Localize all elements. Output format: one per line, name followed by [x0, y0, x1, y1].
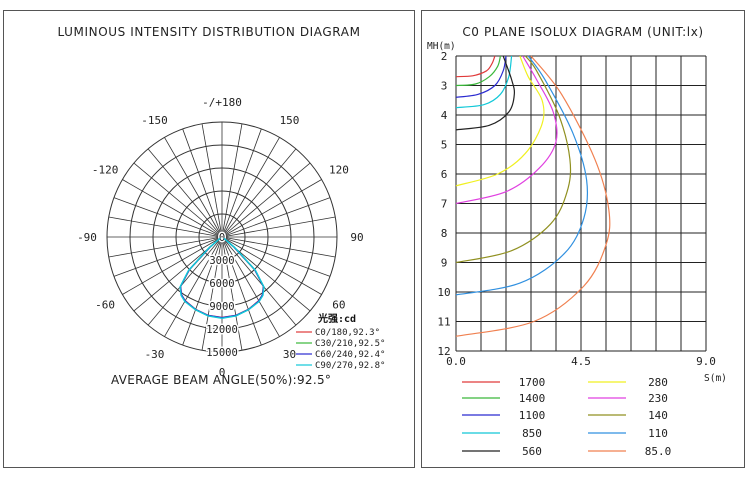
polar-angle-label: 120	[329, 164, 349, 177]
polar-spoke	[133, 162, 223, 238]
polar-spoke	[108, 216, 223, 238]
beam-angle-label: AVERAGE BEAM ANGLE(50%):92.5°	[111, 373, 332, 387]
polar-angle-label: 30	[283, 348, 296, 361]
polar-angle-label: -/+180	[202, 96, 242, 109]
polar-angle-label: -90	[77, 231, 97, 244]
polar-angle-label: 60	[332, 299, 345, 312]
polar-spoke	[221, 236, 331, 277]
isolux-ytick: 11	[437, 316, 450, 329]
polar-title: LUMINOUS INTENSITY DISTRIBUTION DIAGRAM	[57, 25, 361, 39]
polar-radial-label: 3000	[209, 255, 234, 267]
polar-chart: -/+180 150 120 90 60 30 0 -30 -60 -90 -120 -150 0 300…	[77, 96, 385, 379]
polar-spoke	[221, 236, 262, 346]
polar-spoke	[221, 197, 331, 238]
polar-angle-label: -30	[145, 348, 165, 361]
polar-spoke	[122, 179, 223, 238]
isolux-ytick: 2	[441, 50, 448, 63]
polar-spoke	[221, 162, 311, 238]
isolux-ytick: 6	[441, 168, 448, 181]
polar-spoke	[201, 236, 223, 351]
isolux-ytick: 10	[437, 286, 450, 299]
isolux-legend-label: 1700	[519, 376, 546, 389]
isolux-curve-1400	[455, 55, 501, 87]
polar-panel: LUMINOUS INTENSITY DISTRIBUTION DIAGRAM …	[3, 10, 415, 468]
polar-spoke	[122, 236, 223, 295]
polar-spoke	[221, 236, 322, 295]
polar-spoke	[221, 137, 280, 238]
isolux-legend-label: 1400	[519, 392, 546, 405]
isolux-ytick: 12	[437, 345, 450, 358]
isolux-panel: C0 PLANE ISOLUX DIAGRAM (UNIT:lx) MH(m) S…	[421, 10, 745, 468]
isolux-xtick: 9.0	[696, 355, 716, 368]
legend-label: C90/270,92.8°	[315, 361, 385, 371]
polar-series-4	[179, 237, 265, 320]
isolux-curve-140	[455, 55, 572, 264]
isolux-legend-label: 850	[522, 427, 542, 440]
isolux-chart: MH(m) S(m) 2 3 4 5 6 7 8 9 10 11 120.0 4.5 9.0 1700 1400…	[427, 41, 727, 458]
polar-angle-label: -60	[95, 299, 115, 312]
polar-spoke	[108, 236, 223, 258]
legend-label: C0/180,92.3°	[315, 328, 380, 338]
legend-label: C60/240,92.4°	[315, 350, 385, 360]
isolux-ylabel: MH(m)	[427, 41, 456, 52]
isolux-title: C0 PLANE ISOLUX DIAGRAM (UNIT:lx)	[462, 25, 704, 39]
polar-radial-label: 6000	[209, 278, 234, 290]
polar-angle-label: -150	[141, 114, 168, 127]
polar-radial-label: 12000	[206, 324, 238, 336]
isolux-legend-label: 560	[522, 445, 542, 458]
polar-spoke	[221, 148, 297, 238]
isolux-curve-280	[455, 55, 545, 187]
isolux-curve-230	[455, 55, 558, 205]
isolux-legend-label: 230	[648, 392, 668, 405]
isolux-ytick: 8	[441, 227, 448, 240]
isolux-ytick: 3	[441, 80, 448, 93]
polar-angle-label: 150	[280, 114, 300, 127]
polar-spoke	[221, 236, 297, 326]
isolux-curve-1100	[455, 55, 507, 98]
isolux-ytick: 5	[441, 139, 448, 152]
polar-spoke	[147, 148, 223, 238]
polar-angle-label: -120	[92, 164, 119, 177]
polar-spoke	[164, 236, 223, 337]
polar-radial-label: 9000	[209, 301, 234, 313]
polar-spoke	[182, 128, 223, 238]
polar-spoke	[147, 236, 223, 326]
legend-label: C30/210,92.5°	[315, 339, 385, 349]
polar-spoke	[221, 179, 322, 238]
isolux-curve-1700	[455, 55, 496, 78]
isolux-legend-label: 1100	[519, 409, 546, 422]
polar-spoke	[221, 236, 243, 351]
polar-angle-label: 0	[219, 366, 226, 379]
polar-spoke	[182, 236, 223, 346]
isolux-legend-label: 280	[648, 376, 668, 389]
legend-title: 光强:cd	[317, 312, 356, 325]
isolux-legend-label: 140	[648, 409, 668, 422]
polar-spoke	[221, 216, 336, 238]
polar-spoke	[221, 236, 336, 258]
isolux-curve-850	[455, 55, 513, 109]
isolux-xlabel: S(m)	[704, 373, 727, 384]
isolux-ytick: 7	[441, 198, 448, 211]
polar-radial-label: 15000	[206, 347, 238, 359]
isolux-xtick: 4.5	[571, 355, 591, 368]
polar-spoke	[113, 197, 223, 238]
polar-angle-label: 90	[350, 231, 363, 244]
polar-spoke	[221, 236, 280, 337]
isolux-ytick: 4	[441, 109, 448, 122]
polar-spoke	[201, 123, 223, 238]
polar-spoke	[221, 123, 243, 238]
isolux-curve-85-0	[455, 55, 611, 337]
isolux-xtick: 0.0	[446, 355, 466, 368]
polar-spoke	[164, 137, 223, 238]
isolux-curve-110	[455, 55, 589, 296]
polar-radial-label: 0	[219, 232, 225, 244]
isolux-ytick: 9	[441, 257, 448, 270]
polar-spoke	[113, 236, 223, 277]
isolux-curve-560	[455, 55, 516, 131]
polar-spoke	[221, 128, 262, 238]
isolux-legend-label: 85.0	[645, 445, 672, 458]
isolux-legend-label: 110	[648, 427, 668, 440]
